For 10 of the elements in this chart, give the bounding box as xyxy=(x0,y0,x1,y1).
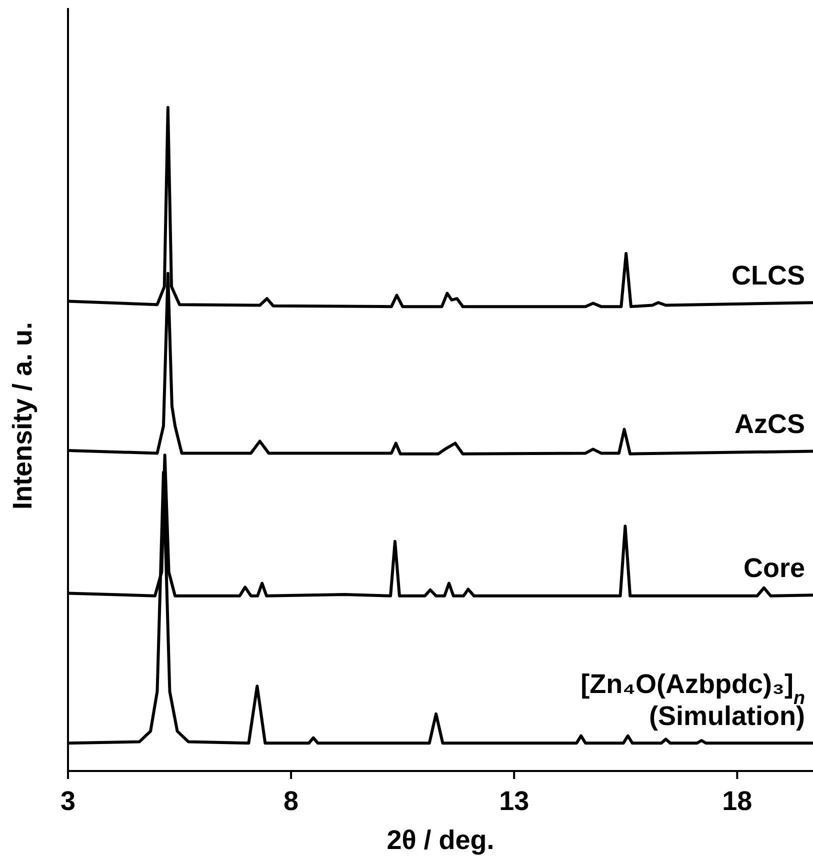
x-tick-label: 8 xyxy=(284,786,299,816)
series-label: CLCS xyxy=(732,260,805,291)
x-tick-label: 3 xyxy=(60,786,76,816)
y-axis-title: Intensity / a. u. xyxy=(8,322,38,510)
series-label: [Zn₄O(Azbpdc)₃]$_{n}$ (Simulation) xyxy=(580,669,805,732)
series-label: AzCS xyxy=(734,409,805,440)
x-tick-label: 18 xyxy=(722,786,752,816)
x-axis-title: 2θ / deg. xyxy=(386,825,494,855)
x-tick-label: 13 xyxy=(499,786,530,816)
series-label: Core xyxy=(743,553,805,584)
